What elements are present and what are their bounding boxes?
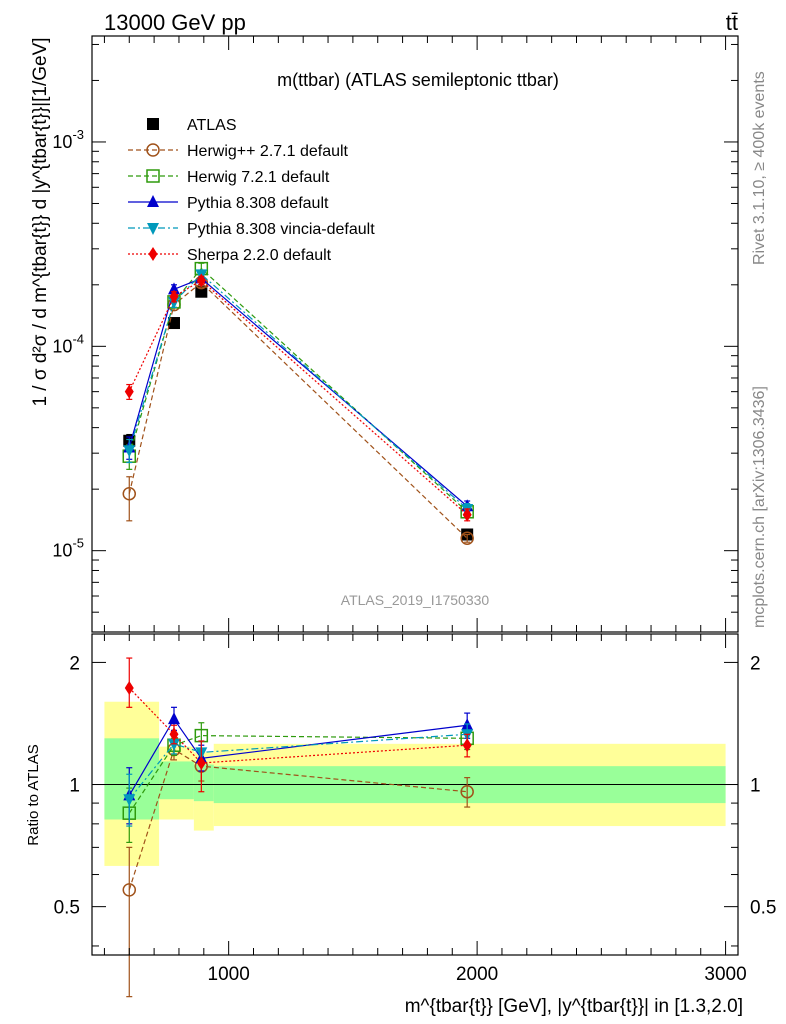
y-tick-exponent: -4 (72, 331, 84, 346)
y-tick-label: 10-5 (52, 536, 84, 561)
legend-item-pythia: Pythia 8.308 default (128, 195, 329, 212)
series-line-pythia (128, 717, 468, 796)
ratio-y-tick-label-right: 2 (750, 653, 761, 674)
data-point-sherpa (462, 507, 472, 522)
x-tick-label: 2000 (456, 964, 498, 985)
data-point-atlas (195, 285, 208, 298)
series-line-vincia (128, 733, 468, 800)
series-sherpa (124, 273, 472, 522)
legend-marker-sherpa (148, 247, 158, 261)
data-point-herwigpp (460, 531, 474, 546)
series-line-herwigpp (128, 748, 468, 891)
legend-item-atlas: ATLAS (147, 117, 237, 134)
main-series-layer (122, 261, 474, 546)
legend: ATLAS Herwig++ 2.7.1 default Herwig 7.2.1 … (128, 117, 375, 264)
data-point-vincia (167, 738, 180, 751)
header-right: tt̄ (726, 10, 738, 35)
ratio-y-tick-label-right: 1 (750, 776, 761, 797)
y-tick-exponent: -3 (72, 127, 84, 142)
ratio-y-tick-label: 0.5 (54, 898, 80, 919)
series-line-herwig7 (128, 267, 468, 513)
legend-label: Herwig 7.2.1 default (187, 169, 330, 186)
x-tick-label: 1000 (208, 964, 250, 985)
legend-label: ATLAS (187, 117, 237, 134)
legend-marker-vincia (147, 223, 159, 235)
data-point-herwigpp (122, 486, 137, 501)
legend-label: Pythia 8.308 default (187, 195, 329, 212)
rivet-label: Rivet 3.1.10, ≥ 400k events (751, 71, 768, 265)
uncertainty-band-inner (159, 761, 194, 800)
data-point-sherpa (196, 273, 206, 288)
data-point-vincia (123, 445, 136, 458)
data-point-sherpa (196, 755, 206, 770)
series-sherpa (124, 657, 472, 793)
data-point-vincia (123, 794, 136, 807)
legend-item-herwig7: Herwig 7.2.1 default (128, 169, 330, 186)
legend-marker-pythia (147, 195, 159, 207)
uncertainty-band-inner (104, 738, 160, 820)
data-point-sherpa (124, 680, 134, 695)
data-point-sherpa (124, 384, 134, 399)
ratio-y-tick-label-right: 0.5 (750, 898, 776, 919)
legend-item-herwigpp: Herwig++ 2.7.1 default (128, 143, 349, 160)
ratio-frame: 0.5 0.5 1 1 2 2 1000 2000 3000 (54, 633, 776, 985)
data-point-pythia (167, 712, 180, 725)
data-point-herwigpp (460, 784, 474, 799)
legend-label: Pythia 8.308 vincia-default (187, 221, 375, 238)
ratio-bands (92, 701, 738, 866)
ratio-y-tick-label: 2 (69, 653, 80, 674)
y-tick-label: 10-3 (52, 127, 84, 152)
legend-label: Sherpa 2.2.0 default (187, 247, 332, 264)
x-tick-label: 3000 (704, 964, 746, 985)
ratio-y-tick-label: 1 (69, 776, 80, 797)
mcplots-label: mcplots.cern.ch [arXiv:1306.3436] (751, 386, 768, 628)
legend-marker-atlas (147, 118, 159, 130)
ratio-border (91, 633, 739, 956)
plot-title: m(ttbar) (ATLAS semileptonic ttbar) (277, 70, 559, 90)
y-tick-label: 10-4 (52, 331, 84, 356)
main-panel (92, 36, 738, 632)
legend-marker-herwigpp (146, 143, 160, 157)
main-ylabel: 1 / σ d²σ / d m^{tbar{t}} d |y^{tbar{t}}… (30, 37, 51, 406)
data-point-sherpa (169, 289, 179, 304)
series-line-herwig7 (128, 735, 468, 814)
ratio-ylabel: Ratio to ATLAS (25, 744, 42, 845)
data-point-herwigpp (122, 883, 137, 897)
data-point-sherpa (462, 738, 472, 753)
ratio-xlabel: m^{tbar{t}} [GeV], |y^{tbar{t}}| in [1.3… (405, 996, 743, 1017)
series-herwigpp (122, 737, 474, 998)
series-line-sherpa (128, 279, 468, 516)
legend-label: Herwig++ 2.7.1 default (187, 143, 349, 160)
series-line-sherpa (128, 687, 468, 764)
legend-item-sherpa: Sherpa 2.2.0 default (128, 247, 332, 264)
main-plot-area (92, 36, 738, 632)
y-tick-exponent: -5 (72, 536, 84, 551)
series-line-vincia (128, 273, 468, 510)
legend-marker-herwig7 (146, 169, 160, 183)
data-point-sherpa (169, 727, 179, 742)
ratio-series-layer (122, 657, 474, 998)
header-left: 13000 GeV pp (104, 10, 246, 35)
legend-item-vincia: Pythia 8.308 vincia-default (128, 221, 375, 238)
main-border (91, 35, 739, 633)
watermark: ATLAS_2019_I1750330 (341, 592, 490, 608)
series-line-herwigpp (128, 281, 468, 539)
data-point-atlas (167, 317, 180, 330)
